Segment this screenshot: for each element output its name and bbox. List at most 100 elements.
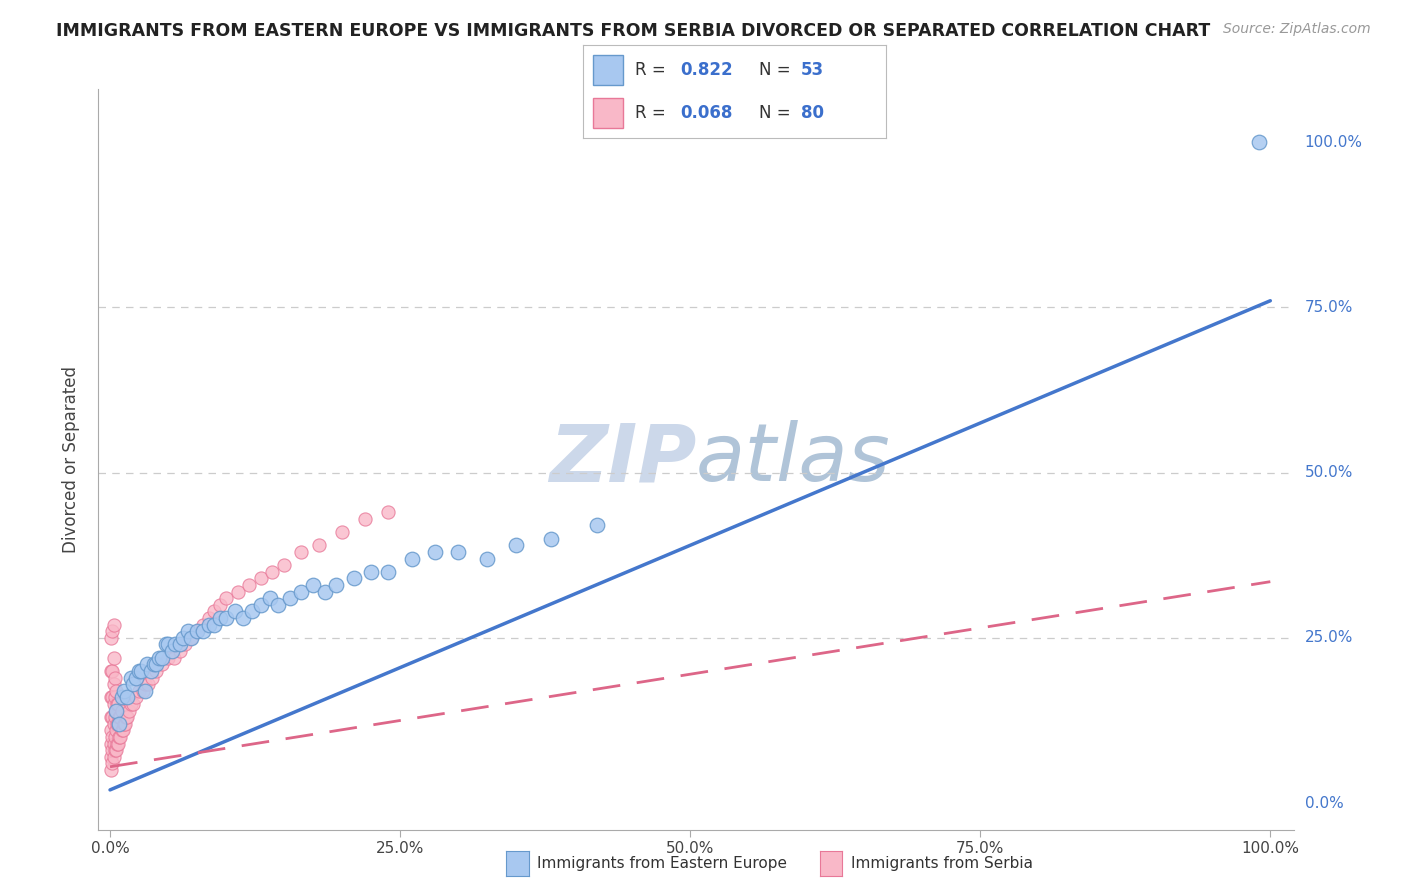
Point (209, 611, 232, 625)
Point (110, 730, 132, 744)
Point (120, 671, 142, 685)
Point (104, 743, 127, 757)
Text: Immigrants from Serbia: Immigrants from Serbia (851, 856, 1032, 871)
Point (117, 710, 139, 724)
Point (101, 624, 124, 639)
Point (108, 710, 131, 724)
Point (104, 671, 127, 685)
Text: Source: ZipAtlas.com: Source: ZipAtlas.com (1223, 22, 1371, 37)
Point (101, 730, 124, 744)
Point (131, 664, 153, 678)
Point (100, 710, 122, 724)
Point (267, 598, 290, 612)
Bar (592, 55, 623, 85)
Point (540, 532, 562, 546)
Point (259, 591, 281, 606)
Point (120, 697, 142, 711)
Point (377, 505, 399, 519)
Point (101, 743, 124, 757)
Text: 75.0%: 75.0% (1305, 300, 1353, 315)
Point (308, 538, 330, 552)
Point (232, 611, 254, 625)
Point (354, 512, 377, 526)
Point (215, 611, 238, 625)
Point (105, 716, 128, 731)
Point (131, 683, 153, 698)
Point (163, 637, 186, 651)
Point (103, 716, 125, 731)
Point (475, 551, 498, 566)
Point (112, 683, 135, 698)
Point (250, 571, 273, 585)
Text: 50.0%: 50.0% (1305, 465, 1353, 480)
Point (290, 584, 312, 599)
Point (104, 743, 127, 757)
Text: Immigrants from Eastern Europe: Immigrants from Eastern Europe (537, 856, 787, 871)
Point (103, 617, 125, 632)
Point (103, 697, 125, 711)
Point (139, 664, 162, 678)
Point (197, 611, 219, 625)
Text: 80: 80 (801, 104, 824, 122)
Point (128, 683, 150, 698)
Point (108, 716, 131, 731)
Point (180, 631, 202, 645)
Point (262, 565, 284, 579)
Point (447, 545, 470, 559)
Point (145, 664, 167, 678)
Point (107, 737, 129, 751)
Point (100, 631, 122, 645)
Y-axis label: Divorced or Separated: Divorced or Separated (62, 366, 80, 553)
Point (108, 730, 131, 744)
Point (401, 551, 423, 566)
Point (103, 749, 125, 764)
Text: 53: 53 (801, 61, 824, 78)
Point (136, 657, 159, 672)
Point (290, 545, 312, 559)
Point (343, 571, 366, 585)
Point (100, 737, 122, 751)
Point (124, 671, 146, 685)
Point (111, 723, 134, 738)
Point (104, 730, 127, 744)
Point (197, 617, 219, 632)
Point (122, 697, 145, 711)
Point (112, 716, 135, 731)
Point (191, 617, 214, 632)
Point (177, 624, 200, 639)
Point (134, 683, 156, 698)
Point (100, 690, 122, 705)
Point (302, 578, 325, 592)
Text: R =: R = (636, 61, 671, 78)
Point (107, 716, 129, 731)
Point (105, 697, 128, 711)
Point (238, 578, 260, 592)
Point (224, 604, 246, 618)
Point (103, 650, 125, 665)
Point (169, 644, 191, 658)
Text: 0.0%: 0.0% (1305, 796, 1343, 811)
Point (157, 650, 180, 665)
Text: 0.068: 0.068 (681, 104, 733, 122)
Point (103, 677, 125, 691)
Point (101, 690, 124, 705)
Point (314, 584, 336, 599)
Point (505, 538, 527, 552)
Text: IMMIGRANTS FROM EASTERN EUROPE VS IMMIGRANTS FROM SERBIA DIVORCED OR SEPARATED C: IMMIGRANTS FROM EASTERN EUROPE VS IMMIGR… (56, 22, 1211, 40)
Point (163, 650, 186, 665)
Point (104, 704, 127, 718)
Point (114, 716, 136, 731)
Point (143, 657, 166, 672)
Point (145, 657, 167, 672)
Point (110, 710, 132, 724)
Point (180, 631, 202, 645)
Bar (592, 98, 623, 128)
Text: N =: N = (759, 104, 796, 122)
Point (100, 664, 122, 678)
Point (1247, 135, 1270, 149)
Point (104, 690, 127, 705)
Point (209, 598, 232, 612)
Point (100, 763, 122, 777)
Point (157, 637, 180, 651)
Point (103, 737, 125, 751)
